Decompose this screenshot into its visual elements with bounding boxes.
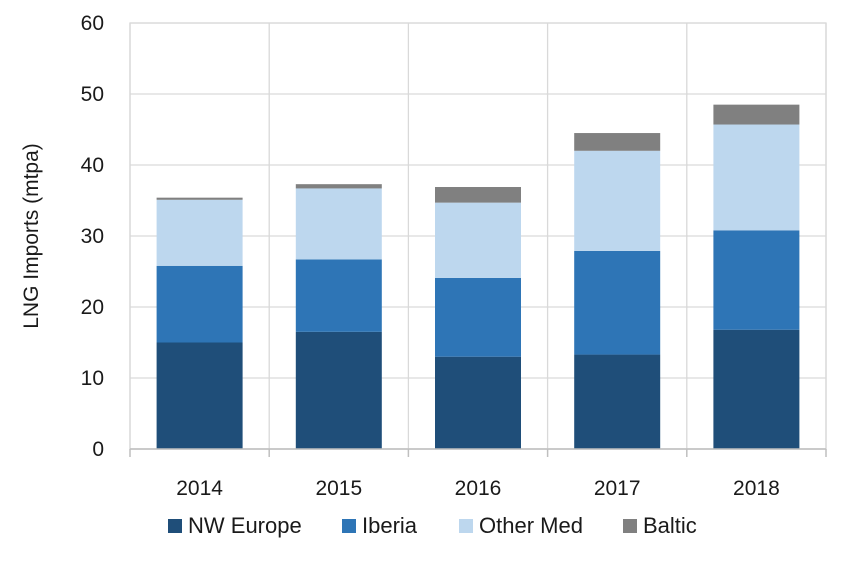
bar-other-med-2016 bbox=[435, 202, 521, 278]
bar-iberia-2015 bbox=[295, 259, 382, 332]
bars bbox=[156, 104, 800, 449]
bar-nw-europe-2018 bbox=[713, 329, 800, 449]
bar-nw-europe-2016 bbox=[435, 356, 521, 449]
bar-iberia-2014 bbox=[156, 265, 243, 343]
bar-nw-europe-2015 bbox=[295, 331, 382, 449]
x-tick-label: 2015 bbox=[315, 477, 362, 500]
legend-swatch-baltic bbox=[623, 519, 637, 533]
legend-label-iberia: Iberia bbox=[362, 513, 418, 538]
x-tick-label: 2014 bbox=[176, 477, 223, 500]
bar-baltic-2015 bbox=[295, 184, 382, 189]
bar-nw-europe-2014 bbox=[156, 342, 243, 449]
legend-label-baltic: Baltic bbox=[643, 513, 697, 538]
bar-other-med-2018 bbox=[713, 124, 800, 231]
bar-other-med-2015 bbox=[295, 188, 382, 260]
y-axis-title: LNG Imports (mtpa) bbox=[20, 143, 43, 329]
bar-baltic-2018 bbox=[713, 104, 800, 125]
bar-baltic-2016 bbox=[435, 187, 521, 203]
bar-iberia-2016 bbox=[435, 277, 521, 357]
bar-baltic-2014 bbox=[156, 197, 243, 200]
y-tick-label: 60 bbox=[81, 12, 104, 35]
y-tick-label: 40 bbox=[81, 154, 104, 177]
y-tick-label: 0 bbox=[92, 438, 104, 461]
y-axis-ticks: 0 10 20 30 40 50 60 bbox=[81, 12, 104, 461]
y-tick-label: 10 bbox=[81, 367, 104, 390]
x-tick-label: 2018 bbox=[733, 477, 780, 500]
legend-swatch-iberia bbox=[342, 519, 356, 533]
bar-iberia-2017 bbox=[574, 250, 661, 355]
y-tick-label: 20 bbox=[81, 296, 104, 319]
legend-label-nw-europe: NW Europe bbox=[188, 513, 302, 538]
legend-label-other-med: Other Med bbox=[479, 513, 583, 538]
bar-nw-europe-2017 bbox=[574, 354, 661, 449]
x-axis-ticks: 2014 2015 2016 2017 2018 bbox=[129, 448, 827, 500]
y-tick-label: 50 bbox=[81, 83, 104, 106]
x-tick-label: 2016 bbox=[455, 477, 502, 500]
x-tick-label: 2017 bbox=[594, 477, 641, 500]
legend-swatch-nw-europe bbox=[168, 519, 182, 533]
legend: NW Europe Iberia Other Med Baltic bbox=[168, 513, 697, 538]
bar-other-med-2017 bbox=[574, 150, 661, 251]
bar-other-med-2014 bbox=[156, 199, 243, 266]
bar-baltic-2017 bbox=[574, 133, 661, 151]
bar-iberia-2018 bbox=[713, 230, 800, 330]
legend-swatch-other-med bbox=[459, 519, 473, 533]
y-tick-label: 30 bbox=[81, 225, 104, 248]
